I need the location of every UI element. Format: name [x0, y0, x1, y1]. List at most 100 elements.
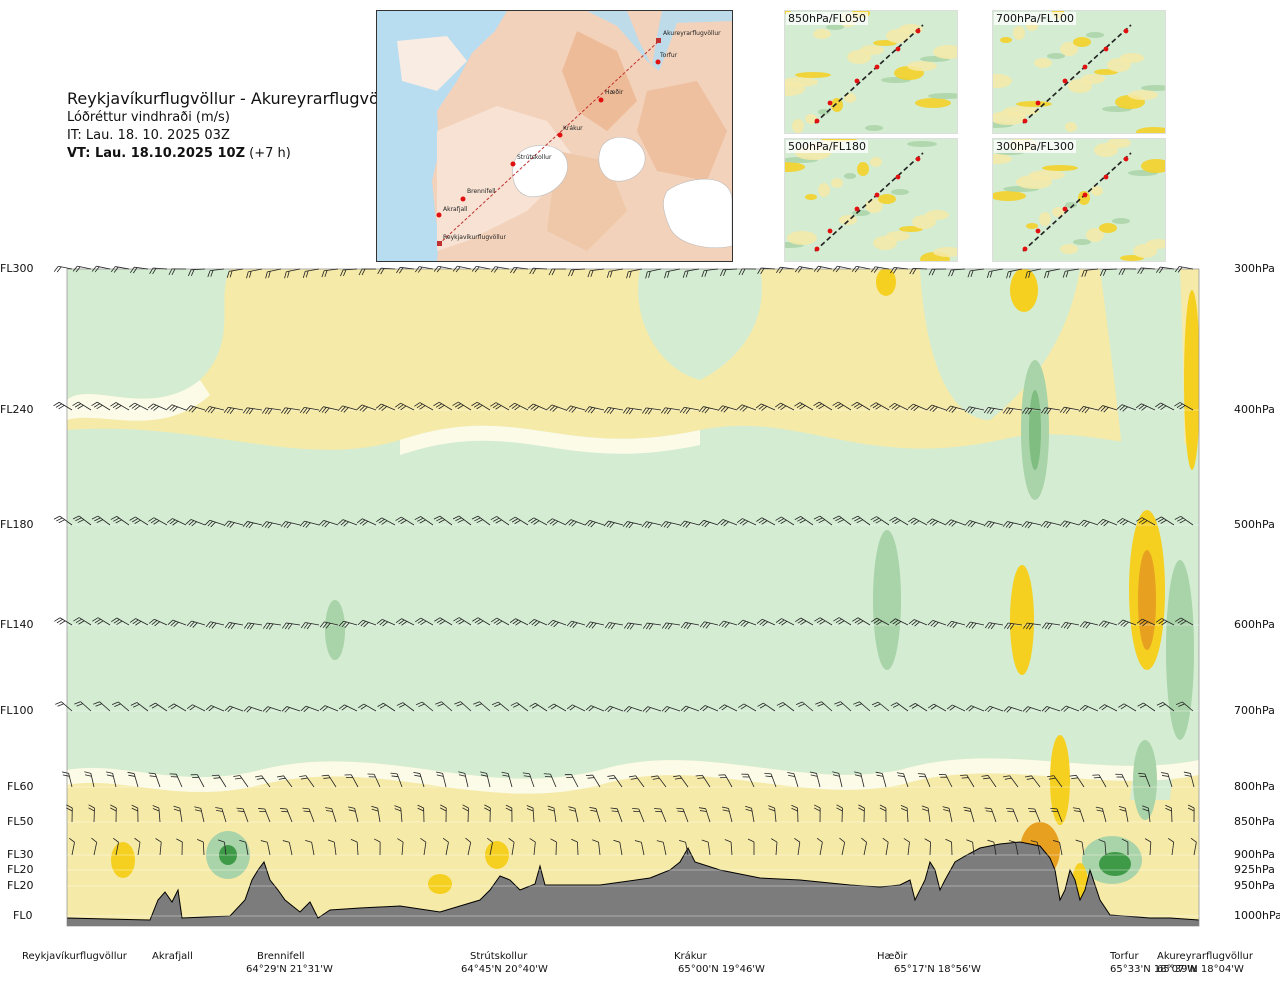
- wind-barb: [376, 619, 396, 627]
- wind-barb: [53, 515, 73, 526]
- wind-barb: [909, 267, 928, 275]
- wind-barb: [338, 620, 358, 628]
- wind-barb: [791, 804, 799, 823]
- wind-barb: [414, 516, 434, 526]
- location-coord: 65°00'N 19°46'W: [678, 964, 765, 975]
- wind-barb: [565, 405, 586, 413]
- wind-barb: [396, 702, 415, 712]
- wind-barb: [776, 702, 795, 712]
- location-coord: 65°17'N 18°56'W: [894, 964, 981, 975]
- wind-barb: [724, 839, 733, 856]
- wind-barb: [490, 402, 510, 411]
- wind-barb: [106, 771, 117, 788]
- wind-barb: [239, 839, 249, 856]
- wind-barb: [321, 774, 337, 788]
- fl-label: FL0: [13, 909, 33, 922]
- wind-barb: [168, 703, 187, 712]
- wind-barb: [395, 516, 415, 526]
- wind-barb: [72, 515, 92, 526]
- wind-barb: [737, 619, 757, 628]
- wind-barb: [487, 837, 493, 856]
- wind-barb: [623, 706, 643, 713]
- wind-barb: [509, 402, 529, 411]
- wind-barb: [442, 837, 449, 856]
- wind-barb: [1155, 618, 1175, 626]
- wind-barb: [302, 807, 315, 823]
- wind-barb: [592, 839, 601, 856]
- wind-barb: [699, 705, 719, 712]
- wind-barb: [509, 516, 529, 526]
- wind-barb: [155, 838, 162, 856]
- minimap-850hpa: 850hPa/FL050: [784, 10, 958, 134]
- wind-barb: [480, 771, 491, 788]
- wind-barb: [900, 805, 909, 823]
- wind-barb: [211, 774, 227, 788]
- wind-barb: [305, 839, 315, 856]
- wind-barb: [186, 620, 206, 628]
- wind-barb: [433, 515, 453, 526]
- wind-barb: [258, 808, 271, 823]
- wind-barb: [394, 402, 415, 411]
- wind-barb: [529, 702, 548, 712]
- wind-barb: [917, 773, 931, 788]
- wind-barb: [1060, 621, 1080, 630]
- wind-barb: [1059, 520, 1080, 528]
- wind-barb: [344, 774, 359, 788]
- wind-barb: [188, 268, 206, 277]
- wind-barb: [471, 265, 491, 273]
- wind-barb: [299, 775, 315, 788]
- hpa-label: 400hPa: [1234, 403, 1275, 416]
- wind-barb: [176, 838, 183, 856]
- wind-barb: [186, 704, 206, 712]
- wind-barb: [1008, 840, 1019, 856]
- wind-barb: [546, 404, 567, 412]
- wind-barb: [490, 516, 510, 526]
- wind-barb: [756, 618, 776, 627]
- wind-barb: [93, 701, 111, 712]
- wind-barb: [1174, 402, 1194, 411]
- wind-barb: [148, 618, 168, 627]
- wind-barb: [1081, 268, 1099, 277]
- wind-barb: [1041, 706, 1061, 713]
- wind-barb: [417, 804, 425, 823]
- fl-label: FL140: [0, 618, 34, 631]
- wind-barb: [794, 516, 814, 526]
- wind-barb: [986, 268, 1004, 279]
- location-name: Akureyrarflugvöllur: [1157, 951, 1254, 962]
- minimap-850-svg: [785, 11, 957, 133]
- wind-barb: [764, 772, 777, 788]
- wind-barb: [948, 268, 966, 277]
- location-name: Torfur: [1110, 951, 1139, 962]
- wind-barb: [205, 705, 225, 712]
- wind-barb: [965, 705, 985, 712]
- wind-barb: [1003, 775, 1019, 788]
- wind-barb: [173, 805, 183, 823]
- wind-barb: [131, 804, 139, 823]
- wind-barb: [420, 837, 427, 856]
- wind-barb: [371, 805, 381, 823]
- wind-barb: [794, 837, 801, 856]
- wind-barb: [72, 401, 92, 411]
- wind-barb: [147, 403, 168, 411]
- wind-barb: [452, 265, 472, 273]
- wind-barb: [1003, 622, 1023, 630]
- wind-barb: [376, 517, 396, 526]
- map-label-akureyri: Akureyrarflugvöllur: [663, 30, 721, 37]
- wind-barb: [641, 521, 662, 529]
- wind-barb: [946, 704, 966, 712]
- wind-barb: [1003, 706, 1023, 713]
- wind-barb: [628, 775, 645, 788]
- wind-barb: [433, 265, 453, 273]
- wind-barb: [606, 268, 624, 278]
- wind-barb: [720, 268, 738, 277]
- wind-barb: [854, 771, 865, 788]
- wind-barb: [757, 267, 776, 275]
- wind-barb: [236, 807, 249, 823]
- wind-barb: [757, 702, 776, 712]
- wind-barb: [356, 404, 377, 412]
- wind-barb: [960, 774, 975, 788]
- init-time: IT: Lau. 18. 10. 2025 03Z: [67, 128, 230, 143]
- wind-barb: [1052, 840, 1063, 856]
- wind-barb: [1116, 518, 1137, 526]
- wind-barb: [547, 805, 557, 823]
